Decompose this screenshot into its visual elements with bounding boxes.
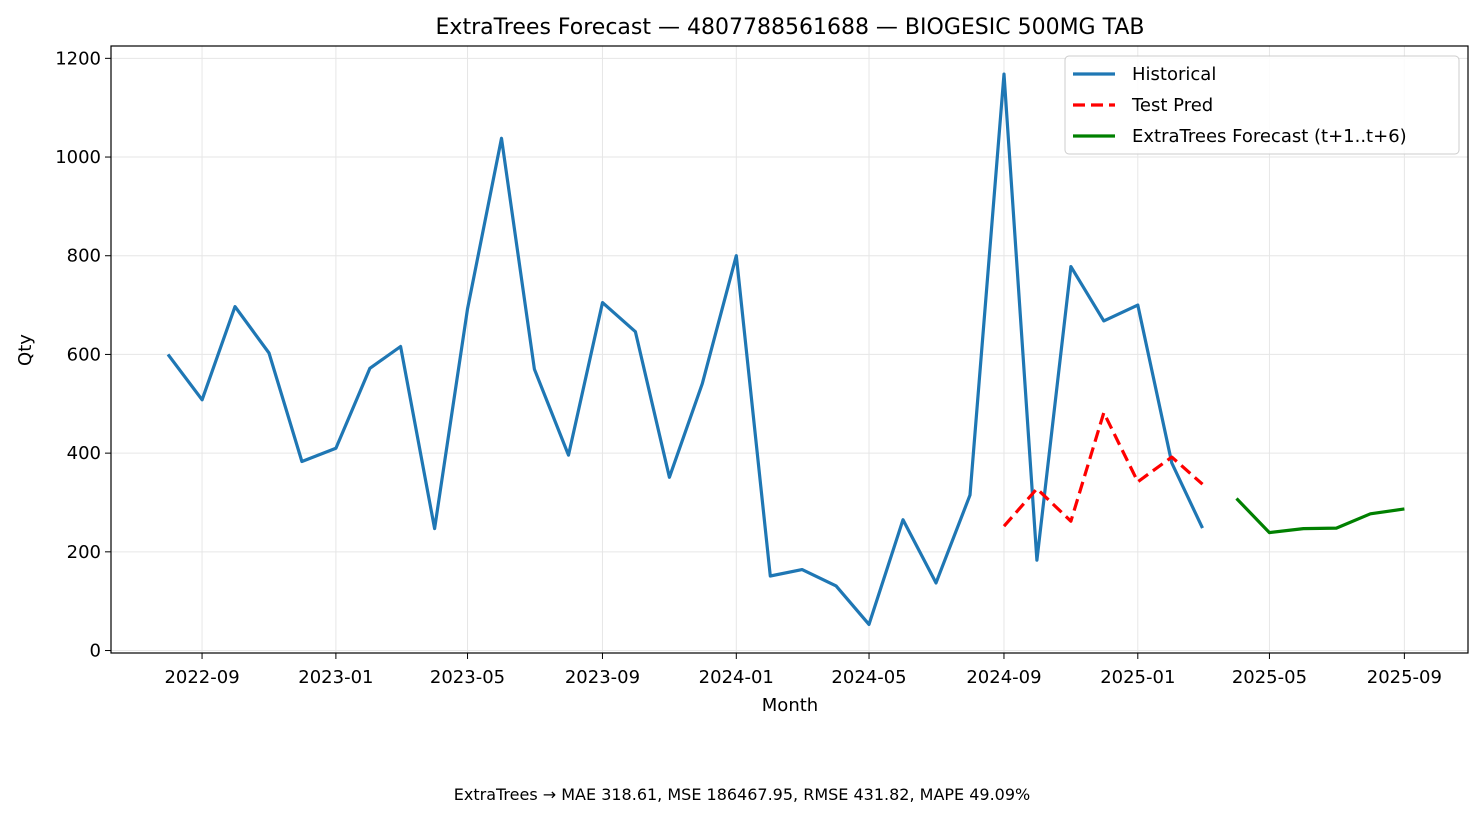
- y-tick-label: 200: [67, 542, 101, 563]
- metrics-footer: ExtraTrees → MAE 318.61, MSE 186467.95, …: [454, 785, 1030, 804]
- x-axis-label: Month: [762, 695, 818, 716]
- x-tick-label: 2022-09: [164, 667, 239, 688]
- y-tick-label: 400: [67, 443, 101, 464]
- tick-layer: 2022-09 2023-01 2023-05 2023-09 2024-01 2024-…: [55, 48, 1442, 688]
- series-line-test-pred: [1002, 411, 1204, 528]
- x-tick-label: 2024-09: [966, 667, 1041, 688]
- series-line-historical: [166, 72, 1204, 627]
- x-tick-label: 2025-05: [1232, 667, 1307, 688]
- plot-frame: [110, 45, 1469, 654]
- legend-label: Test Pred: [1131, 95, 1213, 116]
- legend-box: [1064, 55, 1460, 155]
- legend-label: Historical: [1132, 64, 1216, 85]
- series-layer: [166, 72, 1405, 627]
- x-tick-label: 2025-01: [1100, 667, 1175, 688]
- x-tick-label: 2023-01: [298, 667, 373, 688]
- y-tick-label: 800: [67, 246, 101, 267]
- legend: Historical Test Pred ExtraTrees Forecast (…: [1064, 55, 1460, 155]
- x-tick-label: 2025-09: [1367, 667, 1442, 688]
- y-tick-label: 1000: [55, 147, 101, 168]
- x-tick-label: 2023-05: [430, 667, 505, 688]
- y-tick-label: 1200: [55, 48, 101, 69]
- series-line-extratrees-forecast-t-1-t-6: [1235, 497, 1405, 535]
- legend-label: ExtraTrees Forecast (t+1..t+6): [1132, 126, 1407, 147]
- y-tick-label: 0: [90, 641, 101, 662]
- x-tick-label: 2024-01: [699, 667, 774, 688]
- x-tick-label: 2024-05: [831, 667, 906, 688]
- x-tick-label: 2023-09: [565, 667, 640, 688]
- y-axis-label: Qty: [15, 334, 36, 366]
- y-tick-label: 600: [67, 344, 101, 365]
- chart-title: ExtraTrees Forecast — 4807788561688 — BI…: [436, 15, 1145, 40]
